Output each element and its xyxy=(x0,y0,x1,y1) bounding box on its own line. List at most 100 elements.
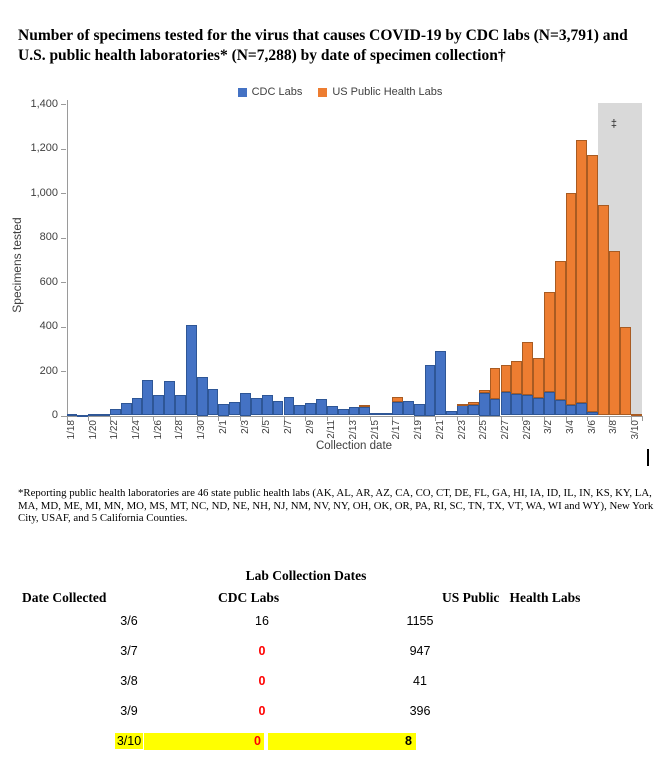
cell-us-public-health-labs: 8 xyxy=(268,733,416,750)
y-axis-tick xyxy=(61,282,66,283)
x-axis-tick-label-text: 2/23 xyxy=(456,419,468,439)
x-axis-tick xyxy=(175,416,176,421)
bar-cdc-2/6 xyxy=(272,401,284,416)
x-axis-tick-label: 3/2 xyxy=(542,420,556,452)
x-axis-tick-label-text: 1/20 xyxy=(87,419,99,439)
bar-cdc-2/18 xyxy=(402,401,414,416)
cell-cdc-labs: 0 xyxy=(258,674,266,688)
x-axis-tick-label: 3/6 xyxy=(586,420,600,452)
x-axis-tick xyxy=(326,416,328,421)
bar-cdc-2/1 xyxy=(218,404,230,416)
x-axis-tick xyxy=(109,416,111,421)
x-axis-tick-label: 1/28 xyxy=(173,420,187,452)
x-axis-tick xyxy=(543,416,545,421)
table-title: Lab Collection Dates xyxy=(245,568,367,583)
x-axis-tick xyxy=(609,416,610,421)
bar-cdc-2/22 xyxy=(446,411,458,416)
bar-usphl-3/3 xyxy=(554,260,566,401)
chart-legend: CDC Labs US Public Health Labs xyxy=(20,86,660,98)
x-axis-tick xyxy=(435,416,437,421)
bar-cdc-2/21 xyxy=(435,351,447,416)
bar-usphl-2/27 xyxy=(500,365,512,393)
bar-cdc-1/27 xyxy=(164,381,175,416)
x-axis-tick-label-text: 2/17 xyxy=(391,419,403,439)
bar-cdc-1/25 xyxy=(142,379,154,416)
bar-cdc-2/4 xyxy=(250,398,262,416)
x-axis-tick-label-text: 2/25 xyxy=(478,419,490,439)
footnote-text: *Reporting public health laboratories ar… xyxy=(18,487,654,525)
x-axis-tick-label: 1/22 xyxy=(108,420,122,452)
bar-cdc-2/29 xyxy=(522,394,534,416)
x-axis-tick-label-text: 2/29 xyxy=(521,419,533,439)
x-axis-tick-label: 3/10 xyxy=(629,420,643,452)
date-value: 3/9 xyxy=(120,704,138,718)
x-axis-tick-label-text: 1/22 xyxy=(109,419,121,439)
text-cursor-artifact xyxy=(647,449,649,466)
x-axis-tick xyxy=(565,416,567,421)
x-axis-tick xyxy=(522,416,524,421)
bar-cdc-2/10 xyxy=(316,399,327,416)
bar-cdc-3/3 xyxy=(554,400,566,416)
legend-item-us-public-health-labs: US Public Health Labs xyxy=(318,86,442,98)
bar-cdc-2/25 xyxy=(478,393,490,416)
x-axis-tick xyxy=(196,416,198,421)
bar-cdc-3/5 xyxy=(576,403,588,416)
x-axis-tick xyxy=(218,416,220,421)
y-axis-tick xyxy=(61,193,66,194)
y-axis-tick-label: 200 xyxy=(39,364,58,377)
x-axis-tick-label-text: 1/30 xyxy=(196,419,208,439)
y-axis-tick-label: 1,000 xyxy=(30,186,58,199)
bar-usphl-3/6 xyxy=(587,154,599,412)
col-header-cdc-labs: CDC Labs xyxy=(218,590,280,605)
bar-cdc-2/12 xyxy=(337,408,349,416)
x-axis-tick-label: 2/29 xyxy=(521,420,535,452)
x-axis-tick xyxy=(66,416,68,421)
x-axis-tick xyxy=(641,416,643,421)
x-axis-tick-label: 1/18 xyxy=(65,420,79,452)
cell-cdc-labs: 0 xyxy=(258,704,266,718)
x-axis-tick xyxy=(348,416,350,421)
x-axis-tick xyxy=(305,416,307,421)
cell-date: 3/9 xyxy=(104,703,154,720)
bar-cdc-1/19 xyxy=(77,415,89,418)
bar-cdc-1/29 xyxy=(185,325,197,416)
double-dagger-annotation: ‡ xyxy=(610,118,617,130)
bar-usphl-2/26 xyxy=(489,368,501,399)
legend-label: US Public Health Labs xyxy=(332,86,443,98)
bar-cdc-2/23 xyxy=(457,405,468,416)
x-axis-title: Collection date xyxy=(315,440,393,452)
x-axis-tick xyxy=(500,416,502,421)
bar-cdc-1/28 xyxy=(175,395,186,416)
bar-cdc-1/23 xyxy=(120,402,132,416)
x-axis-tick-label-text: 2/21 xyxy=(434,419,446,439)
x-axis-tick xyxy=(457,416,459,421)
cell-date: 3/6 xyxy=(104,613,154,630)
cell-us-public-health-labs: 1155 xyxy=(406,614,434,628)
legend-item-cdc-labs: CDC Labs xyxy=(237,86,302,98)
bar-cdc-2/26 xyxy=(489,398,501,416)
bar-cdc-2/17 xyxy=(392,402,403,416)
bar-cdc-1/21 xyxy=(99,413,110,416)
y-axis-tick-label: 400 xyxy=(39,320,58,332)
x-axis-tick-label-text: 1/24 xyxy=(131,419,143,439)
date-value: 3/6 xyxy=(120,614,138,628)
x-axis-tick-label-text: 3/10 xyxy=(630,419,642,439)
bar-cdc-2/11 xyxy=(326,406,338,416)
y-axis-title: Specimens tested xyxy=(10,217,24,313)
y-axis-tick-label: 1,400 xyxy=(30,97,58,110)
x-axis-tick-label-text: 1/18 xyxy=(65,419,77,439)
x-axis-tick xyxy=(240,416,242,421)
bar-cdc-2/28 xyxy=(511,394,523,416)
bar-usphl-2/14 xyxy=(359,405,371,408)
x-axis-tick-label-text: 2/1 xyxy=(217,419,229,434)
y-axis-tick-label: 600 xyxy=(39,275,58,288)
x-axis-tick xyxy=(370,416,372,421)
bar-usphl-3/4 xyxy=(565,193,577,405)
x-axis-tick xyxy=(413,416,415,421)
bar-usphl-2/17 xyxy=(392,396,403,403)
bar-usphl-3/7 xyxy=(598,204,609,416)
x-axis-tick-label-text: 2/27 xyxy=(499,419,511,439)
x-axis-tick-label-text: 2/3 xyxy=(239,419,251,434)
bar-cdc-3/2 xyxy=(543,392,555,416)
bar-cdc-2/27 xyxy=(500,392,512,416)
